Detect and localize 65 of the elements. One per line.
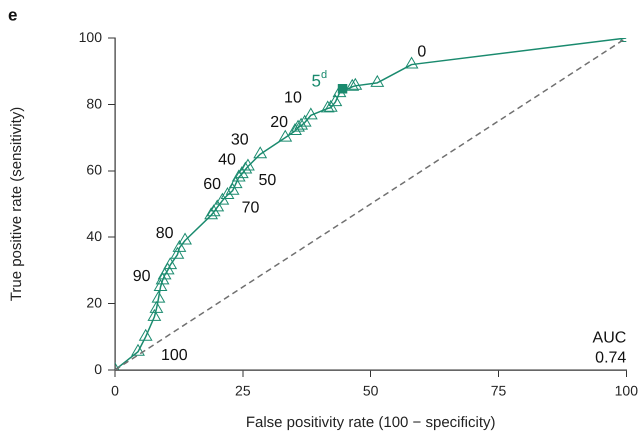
point bbox=[346, 79, 359, 91]
x-tick-label: 25 bbox=[235, 382, 251, 398]
point bbox=[241, 158, 255, 170]
annotation: 0 bbox=[417, 44, 426, 61]
point bbox=[291, 120, 305, 132]
point bbox=[238, 162, 252, 174]
point bbox=[298, 115, 312, 127]
point bbox=[204, 208, 218, 220]
y-tick-label: 80 bbox=[86, 95, 102, 112]
annotation: 50 bbox=[258, 172, 276, 190]
x-tick-label: 50 bbox=[362, 382, 379, 398]
annotation: 70 bbox=[242, 199, 260, 216]
point bbox=[172, 240, 186, 252]
y-tick-label: 0 bbox=[94, 360, 102, 377]
point bbox=[148, 309, 161, 321]
point bbox=[150, 301, 163, 313]
point bbox=[210, 200, 224, 212]
x-tick-label: 75 bbox=[490, 382, 506, 398]
point bbox=[154, 280, 168, 291]
x-tick-label: 100 bbox=[614, 382, 638, 398]
point bbox=[278, 130, 292, 142]
point bbox=[207, 204, 220, 216]
x-axis-title: False positivity rate (100 − specificity) bbox=[246, 414, 496, 432]
point bbox=[164, 258, 177, 270]
point bbox=[178, 233, 192, 245]
point bbox=[304, 108, 318, 120]
point bbox=[348, 78, 362, 90]
point bbox=[161, 262, 174, 274]
point bbox=[220, 188, 234, 200]
point bbox=[254, 146, 267, 158]
point bbox=[139, 329, 152, 341]
chart-title: e bbox=[8, 6, 18, 25]
y-tick-label: 60 bbox=[86, 162, 102, 178]
annotation: AUC 0.74 bbox=[592, 329, 626, 366]
y-tick-label: 100 bbox=[78, 28, 102, 45]
y-tick-label: 40 bbox=[86, 228, 102, 244]
annotation: 40 bbox=[218, 152, 236, 169]
annotation: 30 bbox=[230, 131, 249, 148]
point bbox=[216, 193, 229, 205]
point bbox=[332, 86, 346, 98]
point bbox=[288, 123, 302, 135]
point bbox=[321, 100, 334, 112]
point bbox=[370, 75, 384, 87]
point bbox=[170, 247, 184, 259]
x-tick-label: 0 bbox=[111, 382, 120, 398]
point bbox=[324, 100, 338, 112]
point bbox=[232, 170, 246, 182]
point bbox=[328, 94, 342, 106]
point bbox=[235, 166, 248, 178]
point bbox=[152, 291, 166, 303]
point bbox=[226, 183, 240, 195]
annotation: 90 bbox=[132, 268, 151, 285]
annotation: 100 bbox=[160, 347, 188, 364]
annotation: 80 bbox=[156, 224, 174, 242]
point bbox=[156, 272, 170, 284]
point bbox=[229, 176, 242, 188]
point bbox=[131, 344, 145, 356]
annotation: 10 bbox=[284, 90, 302, 106]
y-tick-label: 20 bbox=[86, 294, 102, 310]
annotation: 20 bbox=[270, 114, 288, 132]
y-axis-title: True positive rate (sensitivity) bbox=[8, 106, 26, 302]
point bbox=[405, 57, 418, 69]
annotation: 60 bbox=[203, 176, 222, 194]
point bbox=[294, 118, 308, 130]
point bbox=[158, 268, 172, 280]
